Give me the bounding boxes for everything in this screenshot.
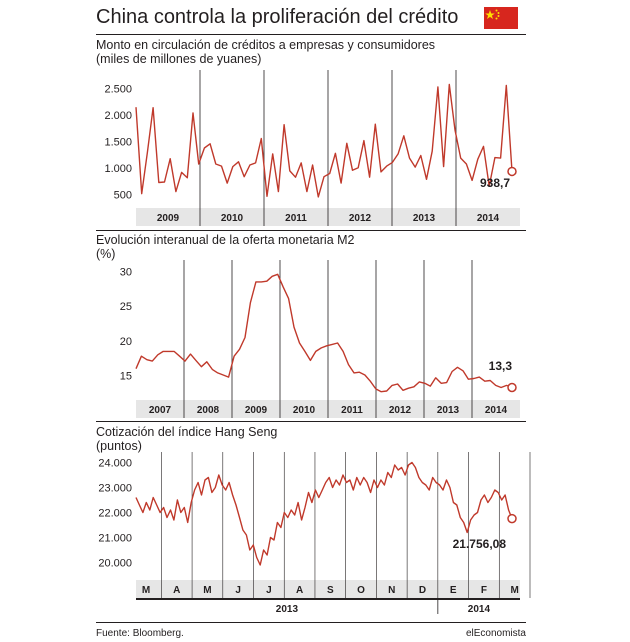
chart3-month-label: M [142,585,150,596]
chart3-month-label: A [173,585,180,596]
chart2-series-line [135,273,513,393]
chart1-series-line [135,83,513,198]
chart3-year-label: 2014 [468,604,491,615]
footer-source: Fuente: Bloomberg. [96,628,184,639]
chart3-ytick-label: 20.000 [98,558,132,570]
chart1-ytick-label: 1.000 [104,163,132,175]
chart3-ytick-label: 21.000 [98,533,132,545]
chart2-last-value-label: 13,3 [489,359,513,373]
chart1-title: Monto en circulación de créditos a empre… [96,38,435,66]
chart3-month-label: A [296,585,303,596]
chart3-year-label: 2013 [276,604,299,615]
chart2-year-label: 2011 [341,405,363,416]
title-rule [96,34,526,35]
chart1-rule [96,230,526,231]
page-title: China controla la proliferación del créd… [96,6,459,28]
chart3-series-line [135,461,513,566]
chart2-year-label: 2014 [485,405,508,416]
chart1-year-label: 2012 [349,213,372,224]
chart2-last-point [507,382,517,393]
chart3-last-point [507,513,517,524]
chart2-rule [96,421,526,422]
footer-rule [96,622,526,623]
chart2-year-label: 2007 [149,405,172,416]
chart3-title-text: Cotización del índice Hang Seng [96,425,278,439]
chart1-year-label: 2013 [413,213,436,224]
chart1-year-label: 2014 [477,213,500,224]
chart3-ytick-label: 22.000 [98,508,132,520]
chart3-month-label: M [203,585,211,596]
chart2-subtitle: (%) [96,247,116,261]
chart3-month-label: J [266,585,272,596]
chart3-month-label: O [357,585,365,596]
chart3-month-label: D [419,585,426,596]
chart3-month-label: F [481,585,487,596]
chart3-last-value-label: 21.756,08 [453,537,507,551]
chart2-year-label: 2013 [437,405,460,416]
chart2-year-label: 2010 [293,405,316,416]
chart3-month-label: S [327,585,334,596]
chart3-month-label: E [450,585,457,596]
chart1-year-label: 2010 [221,213,244,224]
chart2-title: Evolución interanual de la oferta moneta… [96,233,354,261]
chart1-ytick-label: 1.500 [104,137,132,149]
chart2-year-label: 2012 [389,405,412,416]
chart2-ytick-label: 15 [120,371,132,383]
footer-brand: elEconomista [465,628,526,639]
chart1-ytick-label: 2.500 [104,84,132,96]
chart1-ytick-label: 2.000 [104,110,132,122]
chart1-ytick-label: 500 [114,190,132,202]
china-flag-icon [484,7,518,29]
chart3-ytick-label: 23.000 [98,483,132,495]
chart3-title: Cotización del índice Hang Seng (puntos) [96,425,277,453]
chart1-last-point [507,166,517,177]
chart1-year-label: 2009 [157,213,180,224]
chart1-last-value-label: 938,7 [480,176,510,190]
chart3-ytick-label: 24.000 [98,458,132,470]
chart3-month-label: M [510,585,518,596]
chart1-year-label: 2011 [285,213,307,224]
chart3-month-label: J [235,585,241,596]
chart1-title-text: Monto en circulación de créditos a empre… [96,38,436,52]
chart2-year-label: 2008 [197,405,220,416]
chart2-ytick-label: 25 [120,301,132,313]
chart1-subtitle: (miles de millones de yuanes) [96,52,262,66]
chart2-year-label: 2009 [245,405,268,416]
chart3-axis-band [136,580,520,598]
chart2-ytick-label: 20 [120,336,132,348]
chart2-ytick-label: 30 [120,266,132,278]
chart2-title-text: Evolución interanual de la oferta moneta… [96,233,355,247]
chart3-month-label: N [388,585,395,596]
chart3-subtitle: (puntos) [96,439,142,453]
chart3-year-rule [136,598,520,600]
